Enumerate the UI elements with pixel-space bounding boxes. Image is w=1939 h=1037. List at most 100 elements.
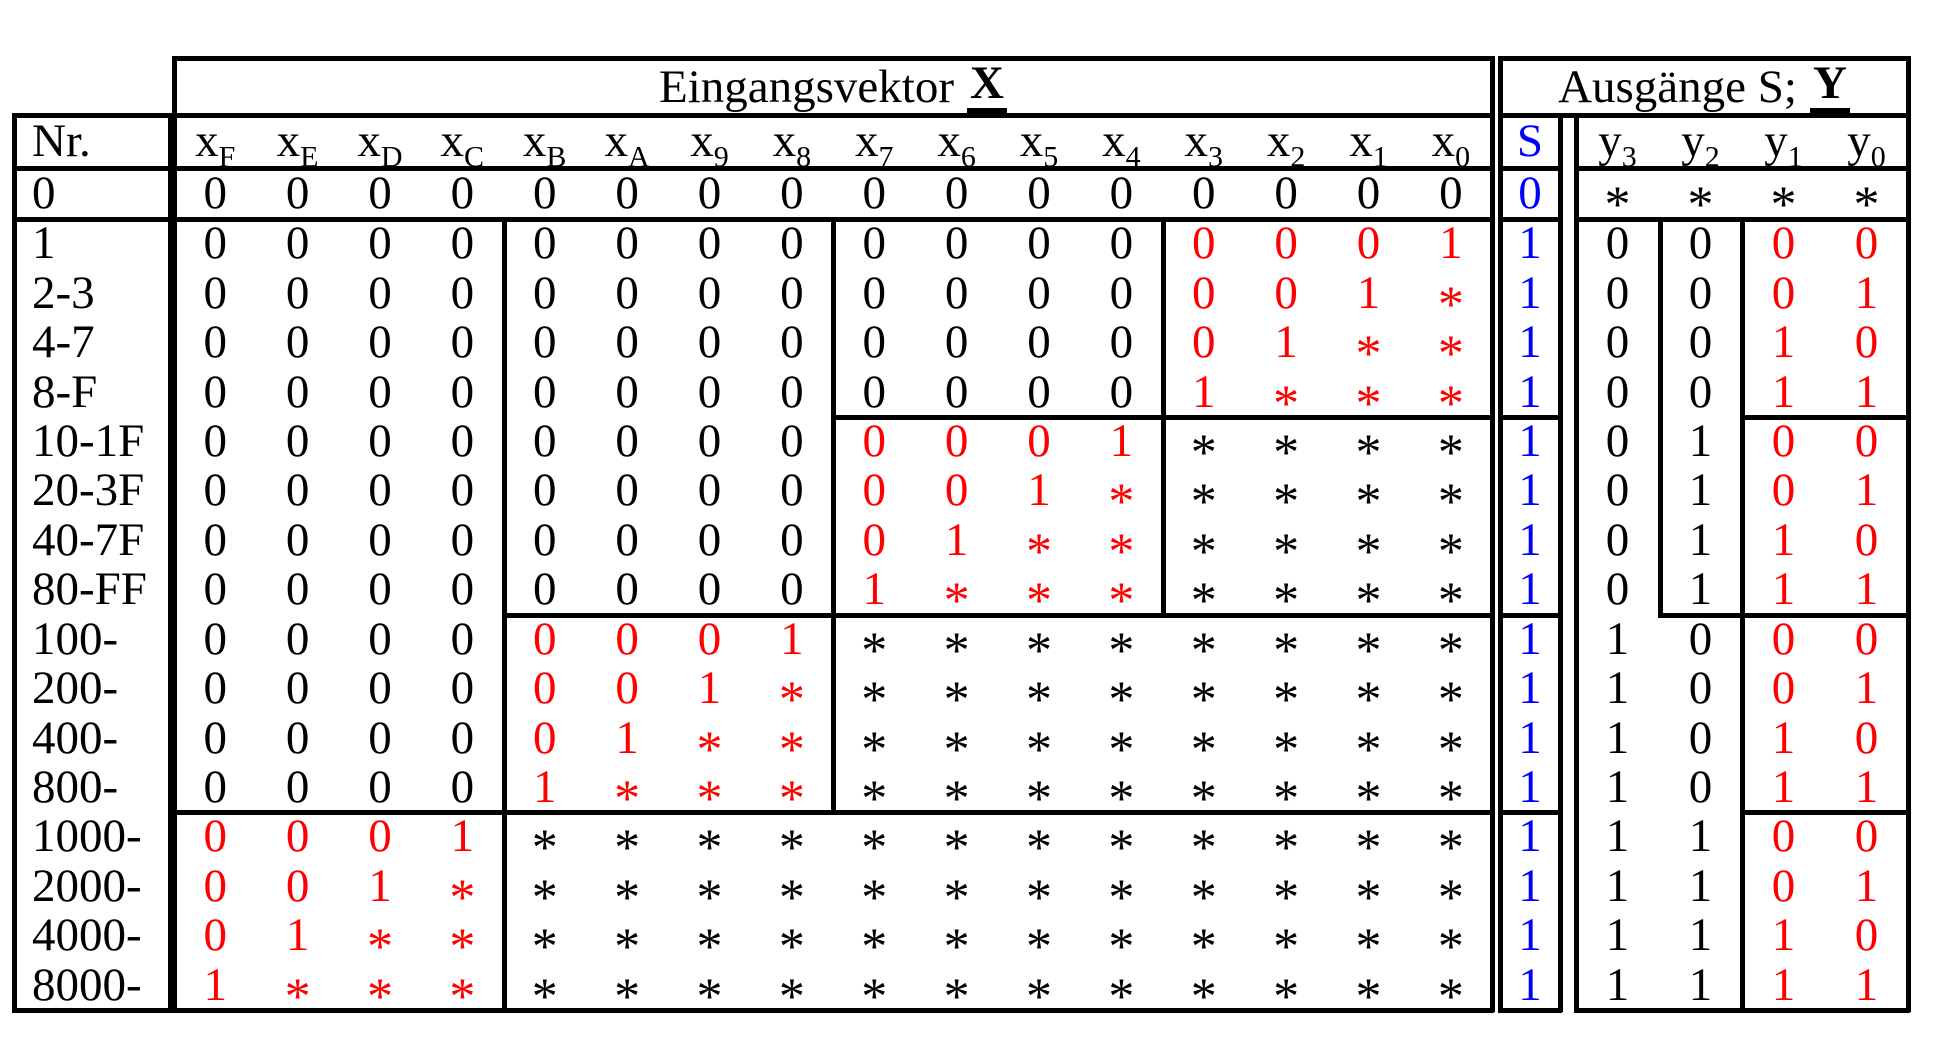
x-cell: 0 — [615, 414, 639, 467]
x-cell: * — [1273, 424, 1300, 482]
x-cell: 0 — [697, 464, 722, 517]
y-cell: 1 — [1605, 859, 1630, 912]
x-cell: 0 — [450, 365, 475, 418]
x-cell: 0 — [368, 266, 392, 319]
x-cell: * — [1025, 918, 1052, 976]
row-label: 2000- — [32, 859, 142, 912]
s-cell: 1 — [1518, 909, 1542, 962]
table-row: 1 — [1500, 664, 1560, 713]
x-cell: * — [284, 968, 311, 1026]
x-cell: 0 — [285, 316, 310, 369]
y-cell: 0 — [1854, 810, 1879, 863]
s-cell: 1 — [1518, 859, 1542, 912]
grid-line — [1574, 166, 1910, 171]
x-cell: 0 — [862, 513, 886, 566]
x-cell: * — [778, 770, 805, 828]
x-cell: 0 — [285, 217, 310, 270]
x-cell: 0 — [368, 365, 392, 418]
y-cell: 1 — [1605, 612, 1630, 665]
y-cell: 0 — [1854, 612, 1879, 665]
y-cell: 1 — [1771, 365, 1796, 418]
x-cell: * — [1108, 770, 1135, 828]
x-cell: 0 — [285, 662, 310, 715]
x-cell: 0 — [203, 167, 227, 219]
x-cell: * — [1108, 523, 1135, 581]
x-cell: * — [1108, 671, 1135, 729]
x-cell: * — [861, 671, 888, 729]
table-row: 1 — [1500, 219, 1560, 268]
y-cell: 0 — [1771, 810, 1796, 863]
x-cell: 0 — [450, 464, 475, 517]
s-cell: 1 — [1518, 612, 1542, 665]
table-row: 80-FF — [14, 565, 170, 614]
y-cell: 1 — [1688, 859, 1713, 912]
table-row: 0 — [14, 168, 170, 219]
row-label: 40-7F — [32, 513, 145, 566]
x-cell: * — [1190, 968, 1217, 1026]
y-cell: 0 — [1605, 266, 1630, 319]
input-title-text: Eingangsvektor — [659, 60, 955, 113]
x-cell: 0 — [368, 711, 392, 764]
table-row: 0 0 0 0 — [1576, 219, 1908, 268]
x-col-header: xD — [357, 115, 403, 174]
x-cell: 0 — [862, 316, 886, 369]
x-cell: 0 — [862, 464, 886, 517]
grid-line — [172, 113, 1494, 118]
table-row: xF xE xD xC xB xA x9 x8 x7 x6 x5 x4 x3 x2 x1 x0 — [174, 115, 1492, 174]
x-cell: * — [1025, 819, 1052, 877]
x-cell: 0 — [203, 909, 227, 962]
y-cell: 1 — [1688, 909, 1713, 962]
table-row: 1 — [1500, 713, 1560, 762]
x-cell: * — [449, 869, 476, 927]
grid-line — [1740, 217, 1745, 1012]
table-row: 100- — [14, 615, 170, 664]
x-cell: 0 — [285, 365, 310, 418]
x-cell: * — [531, 869, 558, 927]
grid-line — [1658, 217, 1663, 617]
x-cell: 0 — [1109, 167, 1134, 219]
table-row: 1 0 1 0 — [1576, 713, 1908, 762]
x-cell: 0 — [203, 464, 227, 517]
x-cell: 1 — [203, 958, 227, 1011]
row-label: 1 — [32, 217, 56, 270]
x-cell: * — [1355, 424, 1382, 482]
x-col-header: xA — [604, 115, 650, 174]
grid-line — [1574, 113, 1579, 1012]
y-cell: 0 — [1688, 711, 1713, 764]
x-cell: * — [1437, 375, 1464, 433]
x-cell: 1 — [450, 810, 475, 863]
x-col-header: xB — [522, 115, 567, 174]
x-cell: 0 — [1191, 167, 1216, 219]
grid-line — [168, 113, 173, 1012]
grid-line — [12, 166, 172, 171]
x-cell: * — [1025, 622, 1052, 680]
table-row: 1 — [1500, 466, 1560, 515]
x-cell: * — [1190, 572, 1217, 630]
y-cell: 0 — [1771, 662, 1796, 715]
x-col-header: xF — [195, 115, 236, 174]
y-col-header: y1 — [1764, 115, 1803, 174]
y-cell: 0 — [1688, 365, 1713, 418]
x-cell: * — [1273, 968, 1300, 1026]
x-cell: * — [1190, 869, 1217, 927]
x-cell: 0 — [697, 217, 722, 270]
table-row: 1 1 1 0 — [1576, 911, 1908, 960]
grid-line — [12, 217, 172, 222]
x-cell: * — [614, 918, 641, 976]
grid-line — [502, 613, 1494, 618]
x-cell: 0 — [450, 761, 475, 814]
x-cell: * — [1355, 375, 1382, 433]
y-cell: 0 — [1605, 217, 1630, 270]
x-cell: 0 — [285, 810, 310, 863]
y-cell: 0 — [1854, 217, 1879, 270]
x-cell: * — [1437, 869, 1464, 927]
x-cell: * — [1108, 572, 1135, 630]
grid-line — [1498, 613, 1562, 618]
table-row: 0 0 0 0 0 0 0 0 0 0 0 0 0 0 0 0 — [174, 168, 1492, 219]
nr-column: Nr. 0 1 2-3 4-7 8-F 10-1F 20-3F 40-7F 80-FF 100- 20… — [14, 115, 170, 1010]
x-cell: * — [1190, 819, 1217, 877]
y-cell: 0 — [1854, 909, 1879, 962]
y-cell: 1 — [1771, 909, 1796, 962]
x-cell: 0 — [944, 464, 969, 517]
